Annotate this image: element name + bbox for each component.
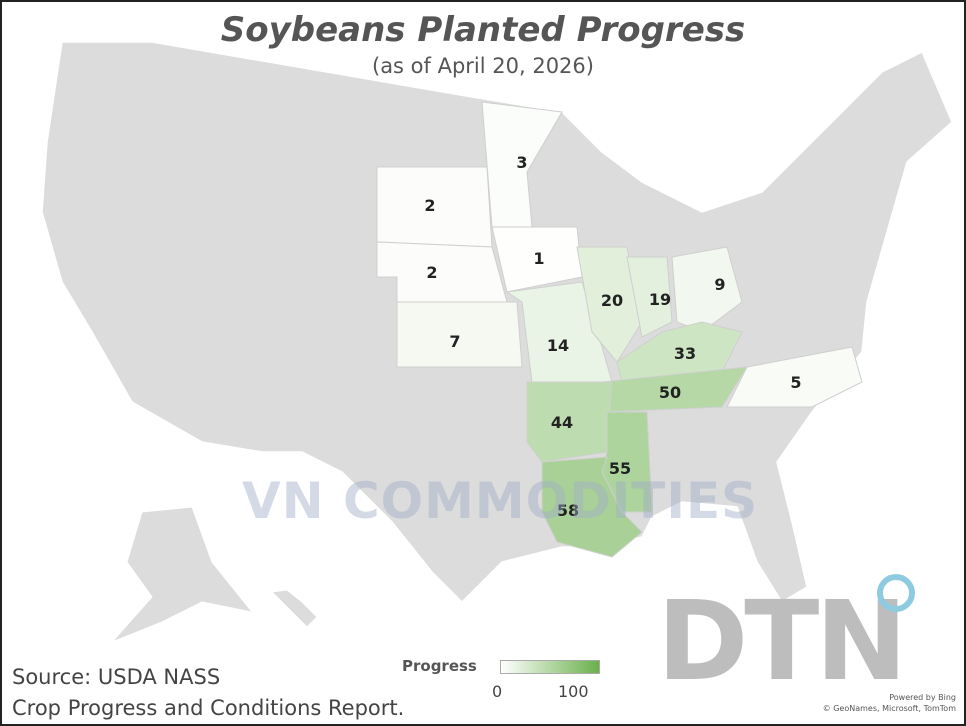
attribution-line-1: Powered by Bing <box>889 693 956 702</box>
legend-title: Progress <box>402 657 477 675</box>
hawaii <box>270 589 318 628</box>
map-subtitle: (as of April 20, 2026) <box>372 54 594 78</box>
state-louisiana <box>541 456 643 558</box>
state-value-illinois: 20 <box>601 291 623 310</box>
state-nebraska <box>376 241 508 303</box>
state-kansas <box>396 301 523 368</box>
state-value-kansas: 7 <box>449 332 460 351</box>
dtn-logo: DTN <box>657 577 907 705</box>
attribution-line-2: © GeoNames, Microsoft, TomTom <box>822 704 956 713</box>
map-attribution: Powered by Bing © GeoNames, Microsoft, T… <box>823 692 956 714</box>
state-value-iowa: 1 <box>533 249 544 268</box>
state-value-arkansas: 44 <box>551 413 573 432</box>
legend-min: 0 <box>492 682 503 701</box>
state-value-missouri: 14 <box>547 336 569 355</box>
source-note: Source: USDA NASS Crop Progress and Cond… <box>12 662 404 724</box>
state-value-indiana: 19 <box>649 290 671 309</box>
watermark: VN COMMODITIES <box>242 472 759 530</box>
state-value-north-carolina: 5 <box>790 373 801 392</box>
state-value-ohio: 9 <box>714 275 725 294</box>
state-indiana <box>626 256 673 338</box>
source-line-1: Source: USDA NASS <box>12 665 221 689</box>
state-value-nebraska: 2 <box>426 263 437 282</box>
state-value-kentucky: 33 <box>674 344 696 363</box>
state-value-south-dakota: 2 <box>424 196 435 215</box>
state-north-carolina <box>726 346 863 408</box>
map-title: Soybeans Planted Progress <box>220 10 746 50</box>
legend-color-bar <box>500 660 600 674</box>
state-value-tennessee: 50 <box>659 383 681 402</box>
state-value-mississippi: 55 <box>609 459 631 478</box>
legend-max: 100 <box>558 682 589 701</box>
state-minnesota <box>481 101 563 228</box>
state-value-minnesota: 3 <box>516 153 527 172</box>
state-value-louisiana: 58 <box>557 501 579 520</box>
state-ohio <box>671 246 743 333</box>
state-illinois <box>576 246 643 363</box>
state-arkansas <box>526 381 613 463</box>
source-line-2: Crop Progress and Conditions Report. <box>12 696 405 720</box>
dtn-logo-ring-icon <box>877 574 915 612</box>
alaska <box>111 506 254 643</box>
